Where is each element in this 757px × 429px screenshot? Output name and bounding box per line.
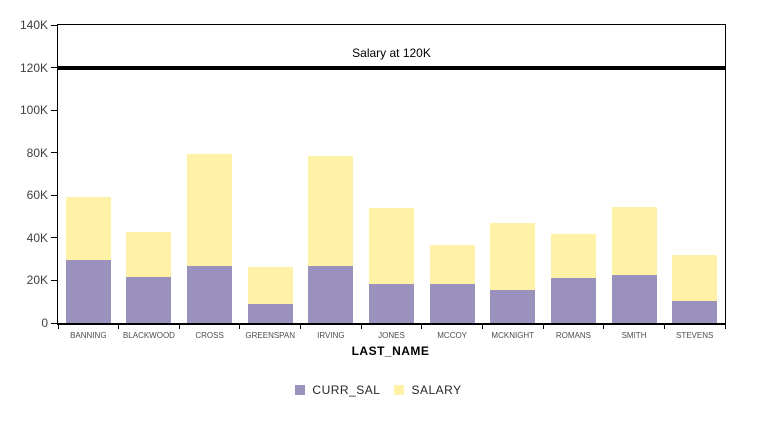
x-category-label-smith: SMITH [621,331,647,340]
y-axis-tick-label: 40K [26,230,48,245]
bar-segment-curr_sal-cross[interactable] [187,265,233,323]
x-axis-tick [542,325,544,329]
x-axis-tick [239,325,241,329]
bar-segment-salary-smith[interactable] [611,207,657,276]
x-axis-tick [421,325,423,329]
x-category-label-greenspan: GREENSPAN [245,331,296,340]
bar-segment-salary-greenspan[interactable] [247,266,293,304]
y-axis-tick [51,194,57,196]
y-axis-tick-label: 80K [26,145,48,160]
x-axis-tick [724,325,726,329]
x-axis-tick [481,325,483,329]
y-axis-tick [51,67,57,69]
y-axis-tick-label: 140K [19,18,48,32]
bar-segment-salary-banning[interactable] [65,197,111,261]
x-axis-tick [663,325,665,329]
x-category-label-banning: BANNING [70,331,107,340]
x-axis-tick [360,325,362,329]
x-category-label-stevens: STEVENS [676,331,714,340]
legend-swatch-icon [394,385,405,395]
y-axis-tick-label: 0 [41,316,48,330]
plot-area: 0 20K 40K 60K 80K 100K 120K 140K Salary at 120K… [20,18,726,340]
x-category-label-mccoy: MCCOY [437,331,468,340]
bar-segment-salary-irving[interactable] [308,155,354,266]
reference-line-label: Salary at 120K [352,45,431,60]
x-axis-tick [300,325,302,329]
x-category-label-mcknight: MCKNIGHT [491,331,535,340]
legend-swatch-icon [295,385,306,395]
bar-segment-salary-cross[interactable] [187,153,233,266]
reference-line [58,65,725,70]
y-axis-tick-label: 60K [26,188,48,203]
x-axis-tick [57,325,59,329]
x-category-label-cross: CROSS [195,331,224,340]
legend-item-curr_sal[interactable]: CURR_SAL [295,383,380,397]
y-axis-tick [51,24,57,26]
bar-segment-curr_sal-mcknight[interactable] [490,290,536,323]
y-axis-tick-label: 120K [19,60,48,75]
legend-label: CURR_SAL [312,383,381,397]
bar-segment-salary-mccoy[interactable] [429,245,475,284]
y-axis-tick [51,237,57,239]
bar-segment-salary-stevens[interactable] [672,254,718,301]
bar-segment-salary-romans[interactable] [550,233,596,279]
x-category-label-jones: JONES [378,331,405,340]
bar-segment-curr_sal-jones[interactable] [369,283,414,323]
bar-segment-curr_sal-stevens[interactable] [672,300,718,323]
x-category-label-blackwood: BLACKWOOD [122,331,175,340]
x-axis-tick [603,325,605,329]
legend: CURR_SAL SALARY [0,383,757,397]
x-axis-tick [118,325,120,329]
legend-label: SALARY [411,383,462,397]
y-axis-tick [51,279,57,281]
y-axis-tick [51,322,57,324]
bar-segment-salary-jones[interactable] [369,208,414,284]
y-axis-tick-label: 100K [19,103,48,118]
bar-segment-curr_sal-smith[interactable] [611,275,657,323]
bar-segment-curr_sal-banning[interactable] [65,260,111,323]
bar-segment-curr_sal-romans[interactable] [550,278,596,323]
y-axis-tick-label: 20K [26,273,48,288]
bar-segment-curr_sal-blackwood[interactable] [126,277,172,323]
x-axis-title: LAST_NAME [351,344,430,358]
legend-item-salary[interactable]: SALARY [394,383,461,397]
x-category-label-romans: ROMANS [555,331,591,340]
x-category-label-irving: IRVING [317,331,345,340]
bar-segment-curr_sal-greenspan[interactable] [247,303,293,323]
bar-segment-salary-mcknight[interactable] [490,222,536,291]
bar-segment-salary-blackwood[interactable] [126,231,172,278]
y-axis-tick [51,152,57,154]
bar-segment-curr_sal-mccoy[interactable] [429,283,475,323]
y-axis-tick [51,109,57,111]
x-axis-tick [178,325,180,329]
bar-segment-curr_sal-irving[interactable] [308,265,354,323]
